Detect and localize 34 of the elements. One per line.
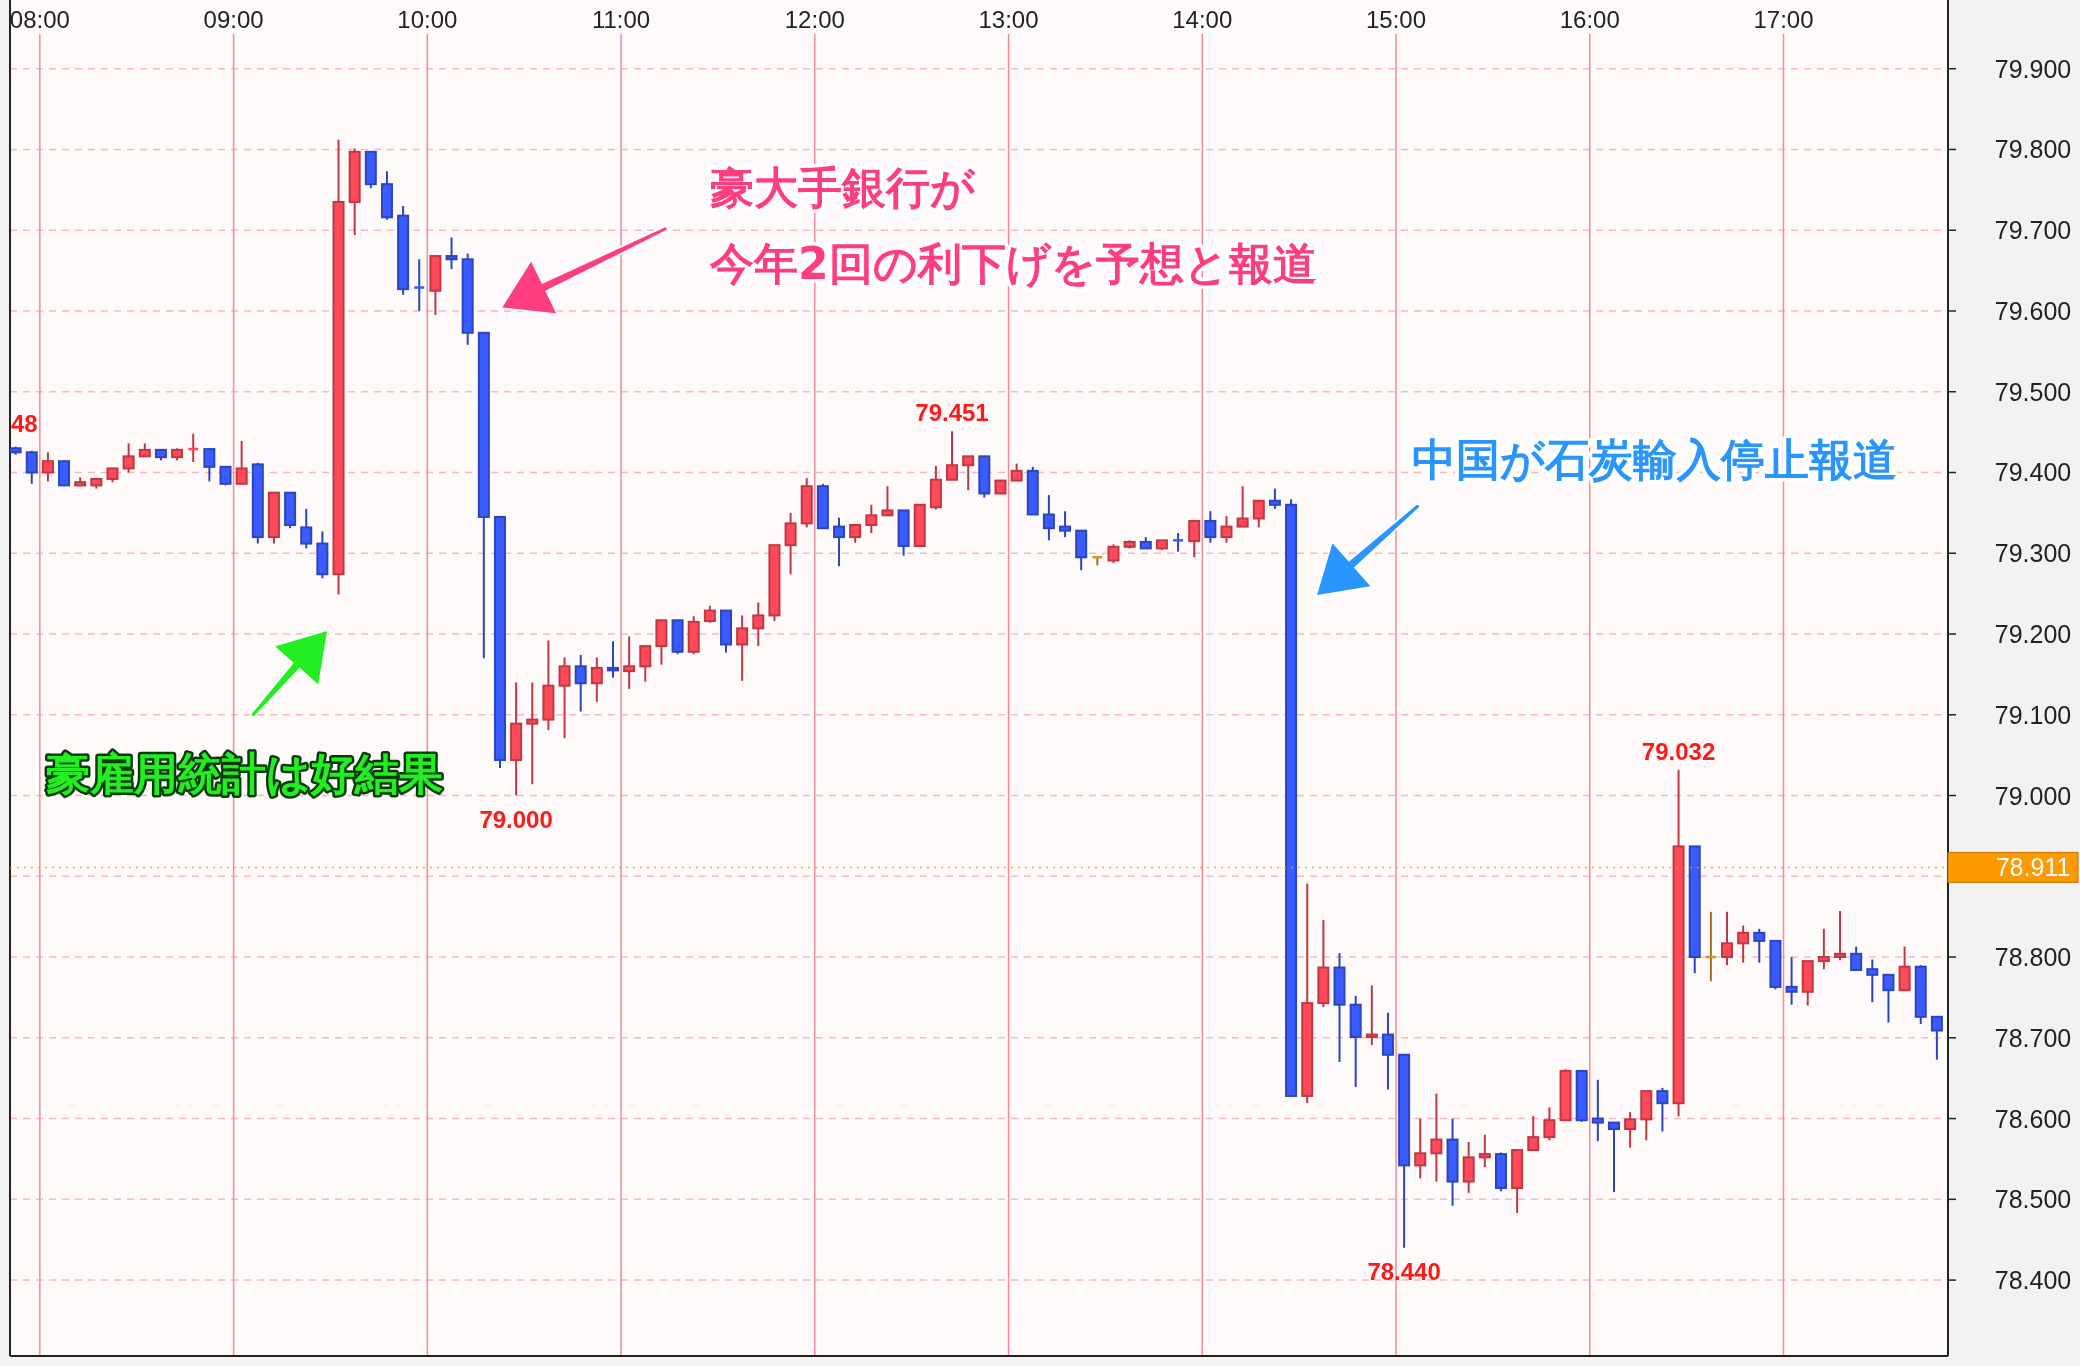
x-tick-label: 15:00: [1366, 6, 1427, 33]
y-tick-label: 79.100: [1994, 700, 2072, 729]
x-tick-label: 08:00: [9, 6, 70, 33]
annotation: 79.032: [1641, 737, 1716, 765]
y-tick-label: 78.400: [1994, 1266, 2072, 1295]
x-tick-label: 16:00: [1559, 6, 1620, 33]
y-tick-label: 79.900: [1994, 54, 2072, 83]
x-tick-label: 12:00: [784, 6, 845, 33]
y-tick-label: 79.000: [1994, 781, 2072, 810]
x-tick-label: 10:00: [397, 6, 458, 33]
x-tick-label: 13:00: [978, 6, 1039, 33]
y-tick-label: 79.300: [1994, 539, 2072, 568]
annotation: 中国が石炭輸入停止報道: [1412, 434, 1897, 485]
ref-line-label: 78.911: [1995, 853, 2071, 882]
y-tick-label: 79.600: [1994, 296, 2072, 325]
annotation: 79.000: [479, 805, 553, 833]
y-tick-label: 78.800: [1994, 943, 2072, 972]
y-tick-label: 79.800: [1994, 135, 2072, 164]
y-tick-label: 78.700: [1994, 1023, 2072, 1052]
annotation: 豪雇用統計は好結果: [46, 748, 443, 799]
y-tick-label: 79.400: [1994, 458, 2072, 487]
x-tick-label: 14:00: [1172, 6, 1233, 33]
y-tick-label: 78.500: [1994, 1185, 2072, 1214]
x-tick-label: 09:00: [203, 6, 264, 33]
annotation: 48: [11, 410, 38, 437]
y-tick-label: 79.500: [1994, 377, 2072, 406]
y-tick-label: 78.600: [1994, 1104, 2072, 1133]
annotation: 78.440: [1367, 1257, 1441, 1285]
annotation: 79.451: [915, 399, 989, 427]
x-tick-label: 11:00: [591, 6, 651, 33]
x-tick-label: 17:00: [1753, 6, 1814, 33]
ref-line: 78.911: [9, 851, 2079, 883]
y-tick-label: 79.700: [1994, 216, 2072, 245]
y-tick-label: 79.200: [1994, 620, 2072, 649]
